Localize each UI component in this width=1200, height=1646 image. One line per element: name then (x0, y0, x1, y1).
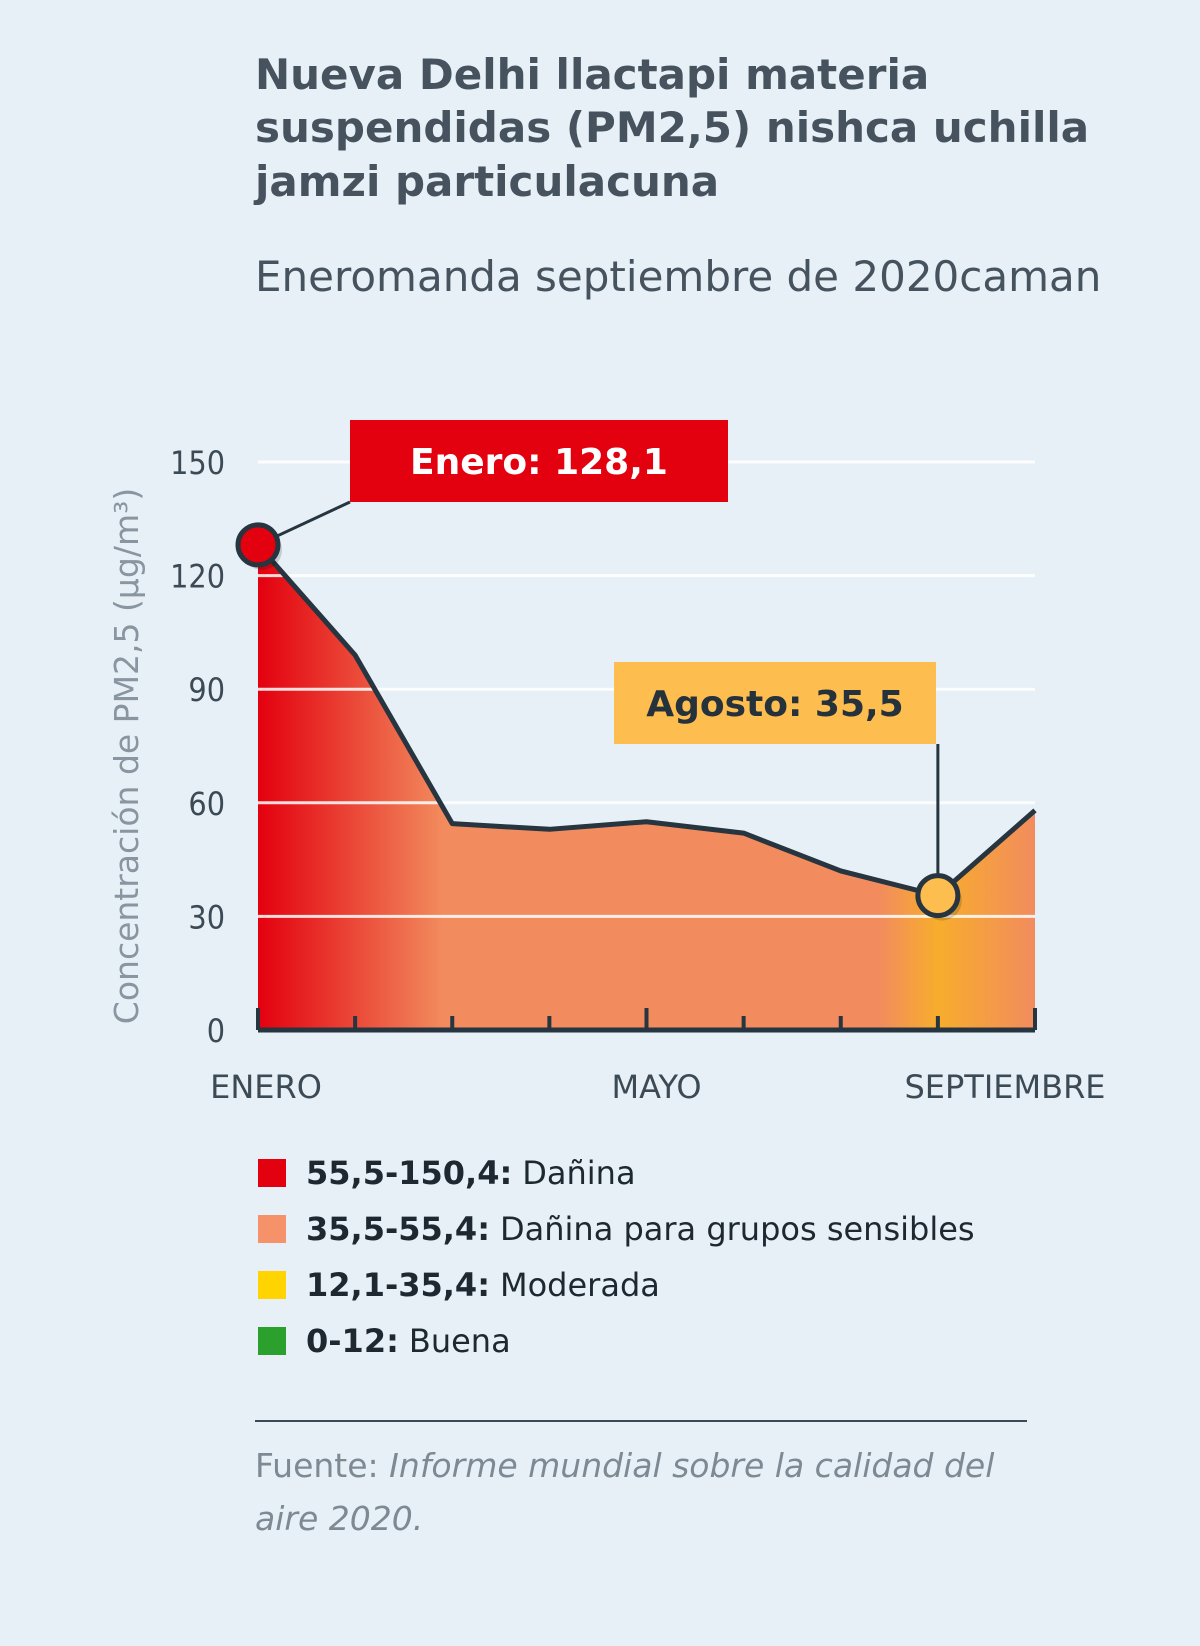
callout-label: Enero: 128,1 (410, 442, 668, 483)
legend-swatch (258, 1271, 286, 1299)
series-line (256, 543, 1037, 899)
legend-label: Moderada (499, 1266, 660, 1304)
chart-title: Nueva Delhi llactapi materia suspendidas… (255, 50, 1090, 206)
y-tick-label: 150 (170, 444, 225, 482)
legend-item-good: 0-12: Buena (258, 1313, 975, 1369)
highlight-marker (235, 522, 281, 568)
source-note: Fuente: Informe mundial sobre la calidad… (255, 1440, 1015, 1546)
legend-swatch (258, 1215, 286, 1243)
y-tick-label: 90 (188, 671, 225, 709)
legend: 55,5-150,4: Dañina 35,5-55,4: Dañina para … (258, 1145, 975, 1369)
legend-range: 12,1-35,4: (306, 1266, 490, 1304)
legend-swatch (258, 1327, 286, 1355)
highlight-marker (915, 873, 961, 919)
legend-range: 0-12: (306, 1322, 399, 1360)
legend-item-harmful: 55,5-150,4: Dañina (258, 1145, 975, 1201)
y-axis-label: Concentración de PM2,5 (µg/m³) (107, 488, 146, 1024)
callout-label: Agosto: 35,5 (646, 684, 903, 725)
legend-label: Buena (408, 1322, 511, 1360)
legend-label: Dañina para grupos sensibles (499, 1210, 975, 1248)
legend-item-sensitive: 35,5-55,4: Dañina para grupos sensibles (258, 1201, 975, 1257)
legend-range: 35,5-55,4: (306, 1210, 490, 1248)
callout-box (350, 420, 728, 502)
source-prefix: Fuente: (255, 1446, 390, 1485)
x-tick-label: SEPTIEMBRE (904, 1068, 1105, 1100)
callout-box (614, 662, 936, 744)
legend-range: 55,5-150,4: (306, 1154, 513, 1192)
divider (255, 1420, 1027, 1422)
source-text: Informe mundial sobre la calidad del air… (255, 1446, 995, 1538)
legend-swatch (258, 1159, 286, 1187)
pm25-chart: Concentración de PM2,5 (µg/m³) 0 30 60 90 120… (107, 420, 1106, 1100)
area-fill (258, 544, 1035, 1030)
y-tick-label: 60 (188, 785, 225, 823)
x-tick-label: MAYO (612, 1068, 702, 1100)
chart-subtitle: Eneromanda septiembre de 2020caman (255, 252, 1102, 301)
y-tick-label: 30 (188, 898, 225, 936)
legend-item-moderate: 12,1-35,4: Moderada (258, 1257, 975, 1313)
legend-label: Dañina (522, 1154, 636, 1192)
y-tick-label: 0 (207, 1012, 225, 1050)
x-tick-label: ENERO (210, 1068, 322, 1100)
y-tick-label: 120 (170, 558, 225, 596)
